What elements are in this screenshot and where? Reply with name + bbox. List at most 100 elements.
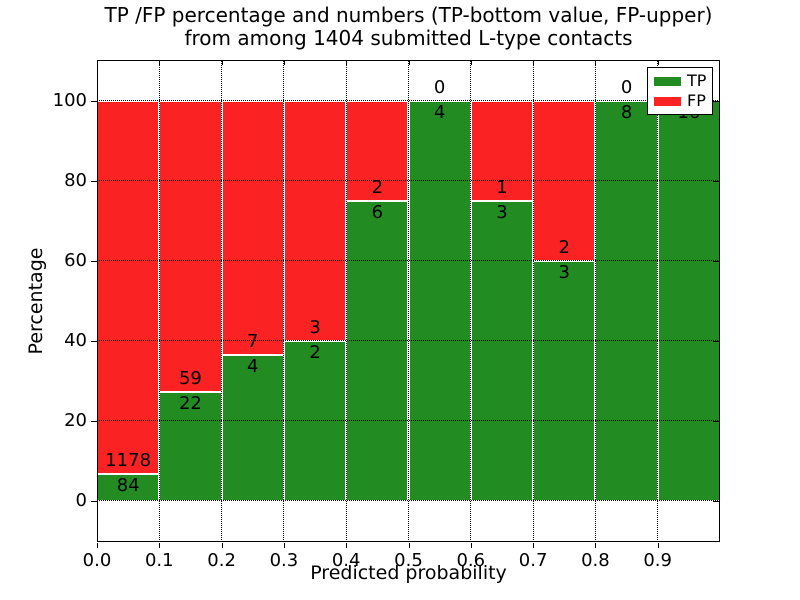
x-tick-label: 0.0 (82, 550, 112, 571)
y-tick-mark-right (713, 260, 719, 262)
y-tick-label: 20 (64, 409, 87, 431)
x-tick-mark (221, 543, 223, 548)
fp-count-label: 7 (247, 331, 259, 353)
y-tick-mark-right (713, 500, 719, 502)
x-tick-label: 0.7 (518, 550, 548, 571)
x-tick-mark-top (221, 60, 223, 65)
bar-segment-fp (97, 100, 160, 475)
y-tick-mark-right (713, 420, 719, 422)
x-tick-mark-top (533, 60, 535, 65)
grid-line-vertical (657, 60, 659, 542)
tp-count-label: 6 (371, 201, 384, 223)
fp-count-label: 1 (496, 176, 508, 198)
x-tick-mark (97, 543, 98, 548)
tp-color-swatch (654, 76, 681, 86)
x-tick-mark (657, 543, 659, 548)
tp-count-label: 3 (496, 201, 508, 223)
x-tick-label: 0.2 (207, 550, 236, 571)
x-tick-mark-top (408, 60, 410, 65)
tp-count-label: 8 (620, 101, 633, 123)
chart-title-line2: from among 1404 submitted L-type contact… (184, 26, 633, 50)
legend-entry-fp: FP (648, 93, 712, 109)
tp-count-label: 2 (309, 341, 321, 363)
fp-count-label: 0 (433, 76, 446, 98)
y-tick-mark-right (713, 180, 719, 182)
y-tick-mark (91, 260, 97, 262)
y-tick-label: 80 (64, 169, 87, 191)
y-tick-mark (91, 420, 97, 422)
tp-count-label: 4 (247, 356, 259, 378)
legend: TP FP (647, 67, 713, 115)
y-tick-label: 60 (64, 249, 87, 271)
x-tick-label: 0.1 (144, 550, 174, 571)
x-tick-label: 0.5 (394, 550, 423, 571)
y-tick-mark (91, 100, 97, 102)
grid-line-vertical (158, 60, 160, 542)
bar-segment-fp (283, 100, 347, 341)
x-tick-label: 0.3 (269, 550, 299, 571)
bar-segment-tp (657, 100, 720, 501)
bar-segment-fp (159, 100, 222, 393)
x-tick-mark (533, 543, 535, 548)
x-tick-label: 0.8 (581, 550, 610, 571)
x-tick-label: 0.4 (331, 550, 361, 571)
fp-color-swatch (654, 96, 681, 106)
x-tick-mark-top (470, 60, 472, 65)
y-tick-mark-right (713, 340, 719, 342)
x-tick-mark (408, 543, 410, 548)
x-tick-mark (283, 543, 285, 548)
bar-segment-tp (470, 200, 534, 501)
tp-count-label: 4 (433, 101, 446, 123)
y-tick-mark-right (713, 100, 719, 102)
bar-segment-tp (221, 355, 284, 501)
grid-line-vertical (221, 60, 223, 542)
x-tick-mark-top (346, 60, 348, 65)
y-tick-mark (91, 180, 97, 182)
grid-line-vertical (345, 60, 347, 542)
chart-title-line1: TP /FP percentage and numbers (TP-bottom… (104, 3, 713, 27)
chart-title: TP /FP percentage and numbers (TP-bottom… (97, 4, 720, 50)
bar-segment-fp (221, 100, 284, 356)
grid-line-vertical (594, 60, 596, 542)
y-tick-label: 100 (52, 89, 87, 111)
legend-label-fp: FP (687, 91, 706, 110)
bar-segment-tp (97, 474, 160, 501)
x-tick-mark-top (159, 60, 161, 65)
y-tick-label: 0 (75, 489, 87, 511)
x-tick-label: 0.9 (643, 550, 672, 571)
x-tick-mark-top (595, 60, 597, 65)
x-axis-label: Predicted probability (310, 562, 507, 584)
tp-count-label: 22 (178, 393, 202, 415)
x-tick-mark-top (283, 60, 285, 65)
y-tick-mark (91, 500, 97, 502)
grid-line-vertical (283, 60, 285, 542)
x-tick-mark (346, 543, 348, 548)
legend-entry-tp: TP (648, 73, 712, 89)
bar-segment-fp (470, 100, 534, 201)
y-tick-mark (91, 340, 97, 342)
fp-count-label: 0 (620, 76, 633, 98)
tp-count-label: 3 (558, 261, 570, 283)
grid-line-vertical (470, 60, 472, 542)
bar-segment-tp (408, 100, 471, 501)
x-tick-mark (159, 543, 161, 548)
fp-count-label: 3 (309, 316, 321, 338)
fp-count-label: 59 (178, 368, 202, 390)
legend-label-tp: TP (687, 71, 707, 90)
fp-count-label: 2 (558, 236, 570, 258)
bar-segment-tp (159, 392, 222, 501)
x-tick-mark-top (657, 60, 659, 65)
fp-count-label: 2 (371, 176, 384, 198)
bar-segment-fp (346, 100, 409, 201)
x-tick-label: 0.6 (456, 550, 486, 571)
fp-count-label: 1178 (105, 450, 152, 472)
x-tick-mark-top (97, 60, 98, 65)
bar-segment-tp (346, 200, 409, 501)
x-tick-mark (470, 543, 472, 548)
y-tick-label: 40 (64, 329, 87, 351)
bar-segment-tp (533, 260, 596, 501)
grid-line-vertical (532, 60, 534, 542)
x-tick-mark (595, 543, 597, 548)
